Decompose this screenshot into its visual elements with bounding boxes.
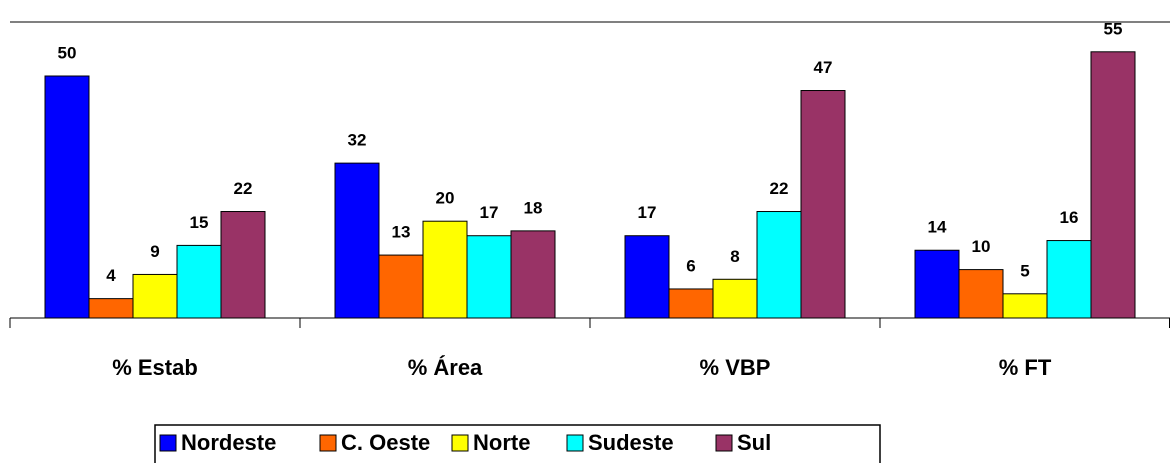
bar [378, 254, 424, 319]
data-label: 15 [190, 213, 209, 232]
x-tick-label: % Estab [112, 355, 198, 380]
legend-label: C. Oeste [341, 430, 430, 455]
data-label: 17 [638, 203, 657, 222]
bar [914, 249, 960, 319]
data-label: 32 [348, 131, 367, 150]
data-label: 8 [730, 247, 739, 266]
bar [44, 75, 90, 319]
bar [1090, 51, 1136, 319]
legend-label: Sudeste [588, 430, 674, 455]
x-tick-label: % FT [999, 355, 1052, 380]
legend-swatch [319, 434, 337, 452]
bar [510, 230, 556, 319]
data-label: 4 [106, 266, 116, 285]
legend-label: Norte [473, 430, 530, 455]
bar [220, 211, 266, 319]
bar [756, 211, 802, 319]
legend-label: Nordeste [181, 430, 276, 455]
legend-swatch [715, 434, 733, 452]
bar [1002, 293, 1048, 319]
data-label: 9 [150, 242, 159, 261]
data-label: 10 [972, 237, 991, 256]
bar [132, 273, 178, 319]
data-label: 13 [392, 223, 411, 242]
data-label: 5 [1020, 261, 1029, 280]
x-tick-label: % Área [408, 355, 483, 380]
data-label: 18 [524, 198, 543, 217]
x-tick-label: % VBP [700, 355, 771, 380]
data-label: 22 [234, 179, 253, 198]
data-label: 47 [814, 58, 833, 77]
data-label: 55 [1104, 19, 1123, 38]
data-label: 16 [1060, 208, 1079, 227]
bar [422, 220, 468, 319]
data-label: 6 [686, 256, 695, 275]
data-label: 14 [928, 218, 947, 237]
bar [466, 235, 512, 319]
data-label: 17 [480, 203, 499, 222]
bar [176, 244, 222, 319]
data-label: 22 [770, 179, 789, 198]
legend-swatch [451, 434, 469, 452]
data-label: 50 [58, 43, 77, 62]
legend-swatch [159, 434, 177, 452]
bar [1046, 240, 1092, 319]
legend-label: Sul [737, 430, 771, 455]
bar [334, 162, 380, 319]
bar [958, 269, 1004, 319]
bar [712, 278, 758, 319]
legend-swatch [566, 434, 584, 452]
legend-box [154, 424, 881, 463]
bar [800, 90, 846, 319]
data-label: 20 [436, 189, 455, 208]
bar [668, 288, 714, 319]
bar [624, 235, 670, 319]
bar [88, 298, 134, 319]
